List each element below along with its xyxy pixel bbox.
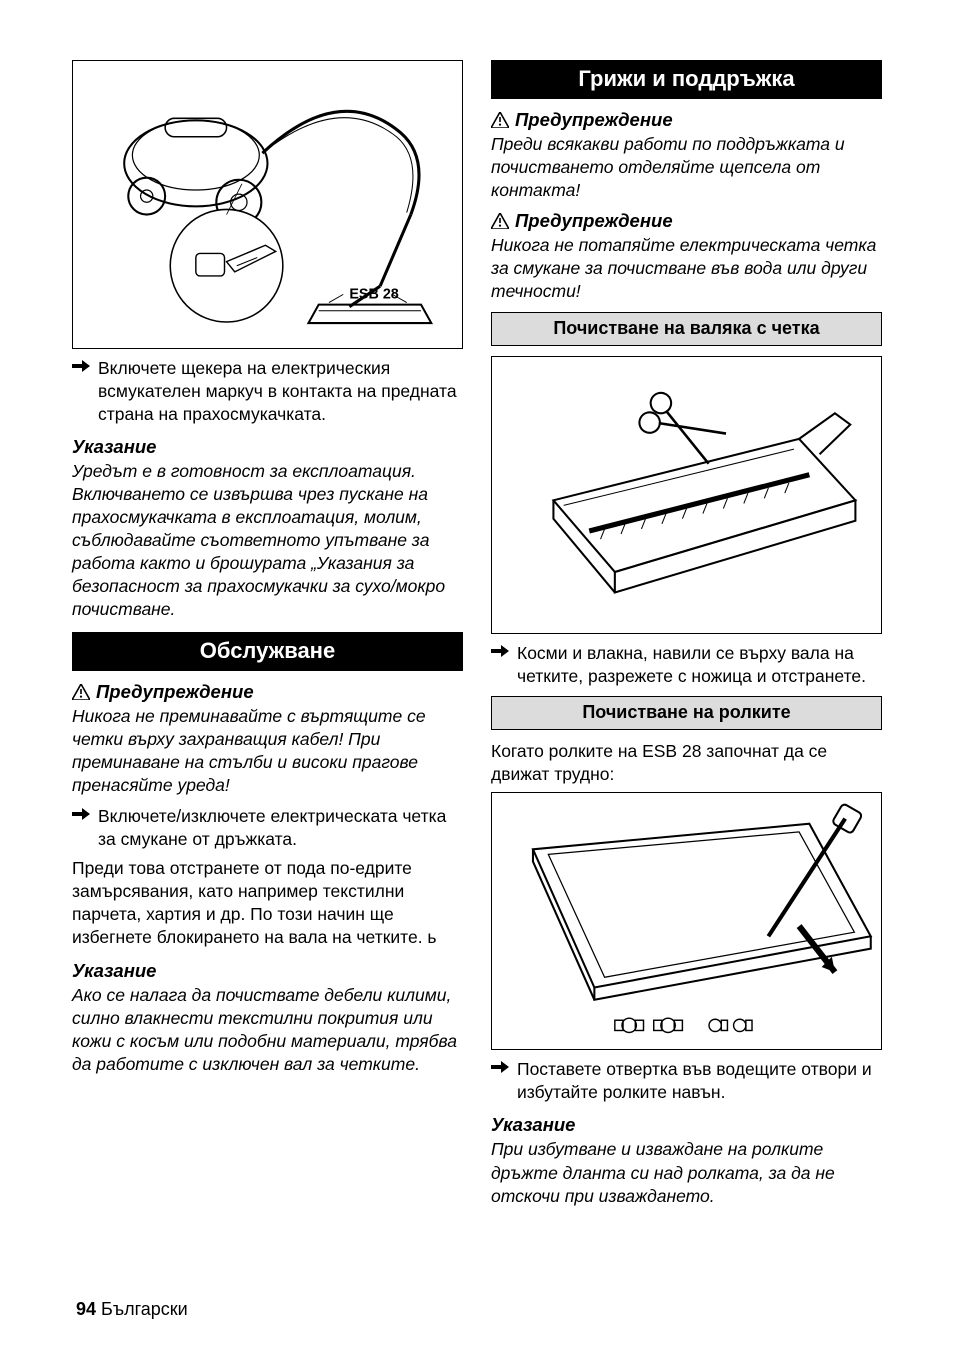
roller-small-icon — [709, 1020, 727, 1032]
note-body: Ако се налага да почиствате дебели килим… — [72, 984, 463, 1076]
figure-brush-clean — [491, 356, 882, 634]
arrow-right-icon — [72, 359, 94, 373]
instruction-step: Включете/изключете електрическата четка … — [72, 805, 463, 851]
instruction-step: Включете щекера на електрическия всмукат… — [72, 357, 463, 426]
svg-text:ESB 28: ESB 28 — [349, 286, 398, 302]
roller-small-icon — [734, 1020, 752, 1032]
warning-body: Преди всякакви работи по поддръжката и п… — [491, 133, 882, 202]
warning-label: Предупреждение — [96, 681, 254, 703]
warning-triangle-icon — [491, 213, 509, 229]
warning-heading: Предупреждение — [491, 210, 882, 232]
figure-vacuum-connection: ESB 28 — [72, 60, 463, 349]
subsection-rollers: Почистване на ролките — [491, 696, 882, 730]
roller-icon — [654, 1019, 683, 1033]
warning-body: Никога не преминавайте с въртящите се че… — [72, 705, 463, 797]
section-heading-care: Грижи и поддръжка — [491, 60, 882, 99]
instruction-text: Косми и влакна, навили се върху вала на … — [517, 642, 882, 688]
section-heading-operation: Обслужване — [72, 632, 463, 671]
note-heading: Указание — [72, 960, 463, 982]
arrow-right-icon — [491, 644, 513, 658]
warning-label: Предупреждение — [515, 210, 673, 232]
right-column: Грижи и поддръжка Предупреждение Преди в… — [491, 60, 882, 1216]
warning-label: Предупреждение — [515, 109, 673, 131]
subsection-brush-roller: Почистване на валяка с четка — [491, 312, 882, 346]
page-number: 94 — [76, 1299, 96, 1319]
paragraph: Когато ролките на ESB 28 започнат да се … — [491, 740, 882, 786]
instruction-text: Поставете отвертка във водещите отвори и… — [517, 1058, 882, 1104]
paragraph: Преди това отстранете от пода по-едрите … — [72, 857, 463, 949]
warning-triangle-icon — [72, 684, 90, 700]
warning-heading: Предупреждение — [72, 681, 463, 703]
instruction-step: Косми и влакна, навили се върху вала на … — [491, 642, 882, 688]
instruction-text: Включете щекера на електрическия всмукат… — [98, 357, 463, 426]
warning-triangle-icon — [491, 112, 509, 128]
figure-roller-removal — [491, 792, 882, 1050]
footer-language: Български — [101, 1299, 188, 1319]
roller-icon — [615, 1019, 644, 1033]
warning-body: Никога не потапяйте електрическата четка… — [491, 234, 882, 303]
two-column-layout: ESB 28 Включете щекера на електрическия … — [72, 60, 882, 1216]
arrow-right-icon — [491, 1060, 513, 1074]
note-body: Уредът е в готовност за експлоатация. Вк… — [72, 460, 463, 622]
instruction-text: Включете/изключете електрическата четка … — [98, 805, 463, 851]
instruction-step: Поставете отвертка във водещите отвори и… — [491, 1058, 882, 1104]
warning-heading: Предупреждение — [491, 109, 882, 131]
left-column: ESB 28 Включете щекера на електрическия … — [72, 60, 463, 1216]
note-body: При избутване и изваждане на ролките дръ… — [491, 1138, 882, 1207]
arrow-right-icon — [72, 807, 94, 821]
page-footer: 94 Български — [76, 1299, 188, 1320]
note-heading: Указание — [491, 1114, 882, 1136]
note-heading: Указание — [72, 436, 463, 458]
